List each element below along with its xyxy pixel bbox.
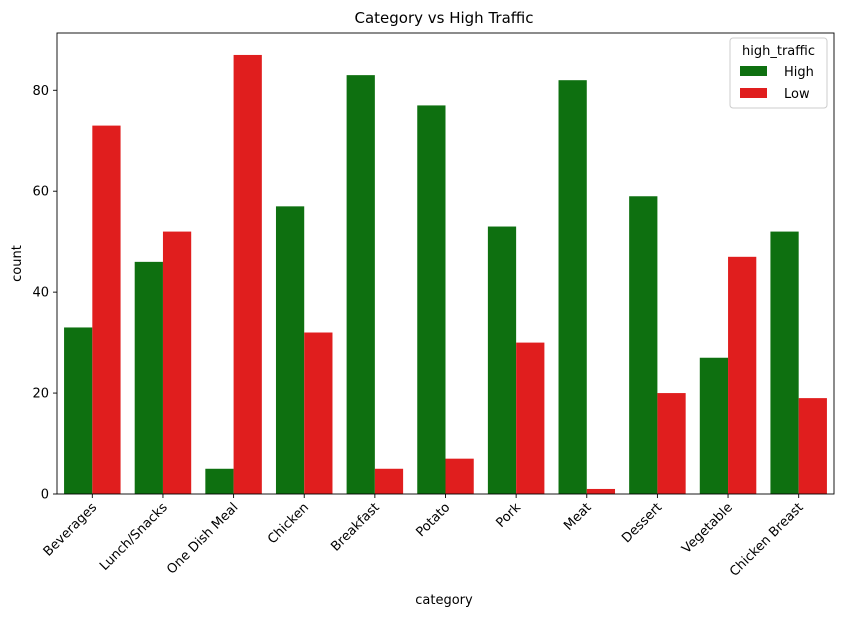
bar-high-dessert xyxy=(629,196,658,494)
bar-low-dessert xyxy=(657,393,686,494)
bar-low-pork xyxy=(516,342,545,494)
x-axis-title: category xyxy=(415,593,473,608)
x-tick-label: One Dish Meal xyxy=(164,500,241,577)
legend: high_traffic High Low xyxy=(729,37,828,109)
bar-high-breakfast xyxy=(346,75,375,494)
y-axis: 0 20 40 60 80 xyxy=(32,84,57,503)
x-tick-label: Breakfast xyxy=(328,500,382,554)
y-tick-label: 60 xyxy=(32,185,49,200)
bar-low-one-dish-meal xyxy=(233,54,262,494)
bar-high-meat xyxy=(558,80,587,494)
y-tick-label: 80 xyxy=(32,84,49,99)
bar-high-one-dish-meal xyxy=(205,468,234,494)
y-tick-label: 40 xyxy=(32,286,49,301)
bar-high-chicken-breast xyxy=(770,231,799,494)
bar-low-chicken xyxy=(304,332,333,494)
legend-items: High Low xyxy=(740,65,814,102)
bar-high-lunch-snacks xyxy=(134,261,163,494)
legend-swatch-high xyxy=(740,66,767,76)
legend-title: high_traffic xyxy=(742,44,815,59)
bar-high-pork xyxy=(487,226,517,494)
legend-label-high: High xyxy=(784,65,814,80)
legend-label-low: Low xyxy=(784,87,810,102)
y-tick-label: 20 xyxy=(32,387,49,402)
bar-low-beverages xyxy=(92,125,121,494)
x-tick-label: Vegetable xyxy=(679,500,736,557)
y-tick-label: 0 xyxy=(41,488,49,503)
x-tick-label: Potato xyxy=(413,500,453,540)
bars-layer xyxy=(64,54,827,495)
bar-high-vegetable xyxy=(699,357,729,494)
legend-swatch-low xyxy=(740,88,767,98)
x-tick-label: Beverages xyxy=(41,500,101,560)
x-tick-label: Lunch/Snacks xyxy=(97,500,171,574)
bar-high-potato xyxy=(417,105,446,495)
bar-low-vegetable xyxy=(728,256,757,494)
x-tick-label: Pork xyxy=(493,500,524,531)
bar-low-breakfast xyxy=(374,468,404,494)
x-tick-label: Dessert xyxy=(619,500,665,546)
bar-low-meat xyxy=(586,488,616,494)
x-tick-label: Chicken Breast xyxy=(727,500,806,579)
y-axis-title: count xyxy=(10,245,25,282)
bar-low-lunch-snacks xyxy=(162,231,192,494)
bar-low-chicken-breast xyxy=(798,398,827,494)
x-tick-label: Chicken xyxy=(265,500,312,547)
bar-low-potato xyxy=(445,458,474,494)
bar-high-beverages xyxy=(64,327,93,494)
bar-high-chicken xyxy=(275,206,305,494)
x-tick-label: Meat xyxy=(561,500,594,533)
chart-title: Category vs High Traffic xyxy=(354,9,533,27)
